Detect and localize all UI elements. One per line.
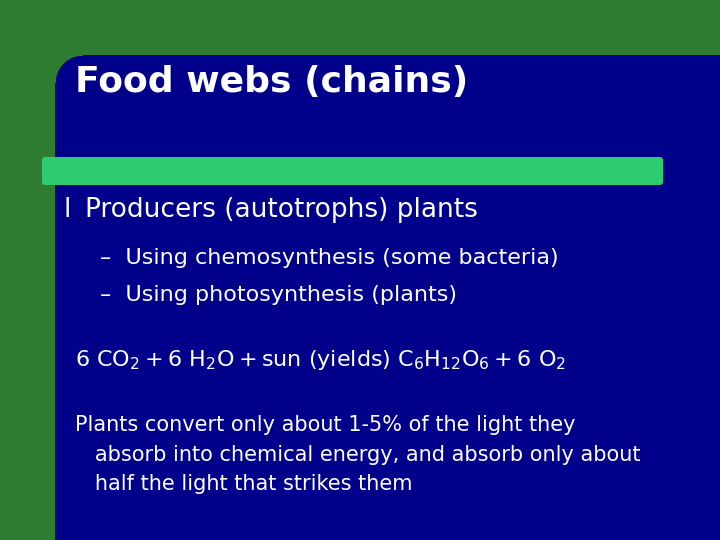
Text: l: l — [63, 197, 71, 223]
FancyBboxPatch shape — [42, 157, 663, 185]
Polygon shape — [55, 55, 83, 83]
Text: Producers (autotrophs) plants: Producers (autotrophs) plants — [85, 197, 478, 223]
Text: Plants convert only about 1-5% of the light they
   absorb into chemical energy,: Plants convert only about 1-5% of the li… — [75, 415, 641, 494]
Text: –  Using chemosynthesis (some bacteria): – Using chemosynthesis (some bacteria) — [100, 248, 559, 268]
Text: –  Using photosynthesis (plants): – Using photosynthesis (plants) — [100, 285, 457, 305]
Text: Food webs (chains): Food webs (chains) — [75, 65, 468, 99]
Text: $\mathregular{6\ CO_2 + 6\ H_2O + sun\ (yields)\ C_6H_{12}O_6 + 6\ O_2}$: $\mathregular{6\ CO_2 + 6\ H_2O + sun\ (… — [75, 348, 566, 372]
Bar — [55, 55, 720, 540]
